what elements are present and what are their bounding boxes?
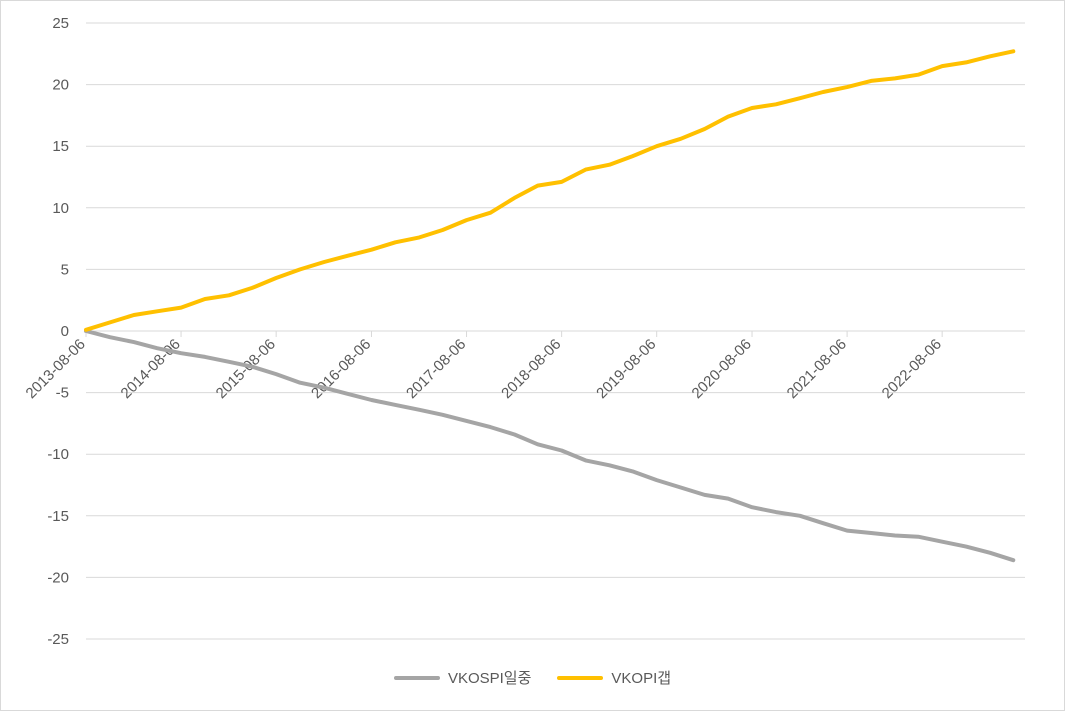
legend-swatch-vkospi-intraday xyxy=(393,675,440,680)
y-axis-tick-labels: -25 -20 -15 -10 -5 0 5 10 15 20 25 xyxy=(47,15,69,648)
legend-label-vkopi-gap: VKOPI갭 xyxy=(611,670,672,687)
y-tick-label: -20 xyxy=(47,569,69,586)
legend: VKOSPI일중 VKOPI갭 xyxy=(0,667,1065,688)
series-line-vkospi-intraday xyxy=(84,329,1016,563)
y-tick-label: 25 xyxy=(52,15,69,32)
gridlines xyxy=(85,22,1025,640)
y-tick-label: 0 xyxy=(61,323,69,340)
y-tick-label: 15 xyxy=(52,138,69,155)
y-tick-label: -5 xyxy=(56,385,69,402)
y-tick-label: 20 xyxy=(52,77,69,94)
y-tick-label: 10 xyxy=(52,200,69,217)
y-tick-label: -10 xyxy=(47,446,69,463)
y-tick-label: -25 xyxy=(47,631,69,648)
legend-item-vkopi-gap: VKOPI갭 xyxy=(557,667,671,688)
legend-label-vkospi-intraday: VKOSPI일중 xyxy=(447,670,532,687)
y-tick-label: -15 xyxy=(47,508,69,525)
legend-swatch-vkopi-gap xyxy=(557,675,604,680)
legend-item-vkospi-intraday: VKOSPI일중 xyxy=(393,667,532,688)
y-tick-label: 5 xyxy=(61,261,69,278)
series-lines xyxy=(84,49,1016,563)
series-line-vkopi-gap xyxy=(84,49,1016,332)
